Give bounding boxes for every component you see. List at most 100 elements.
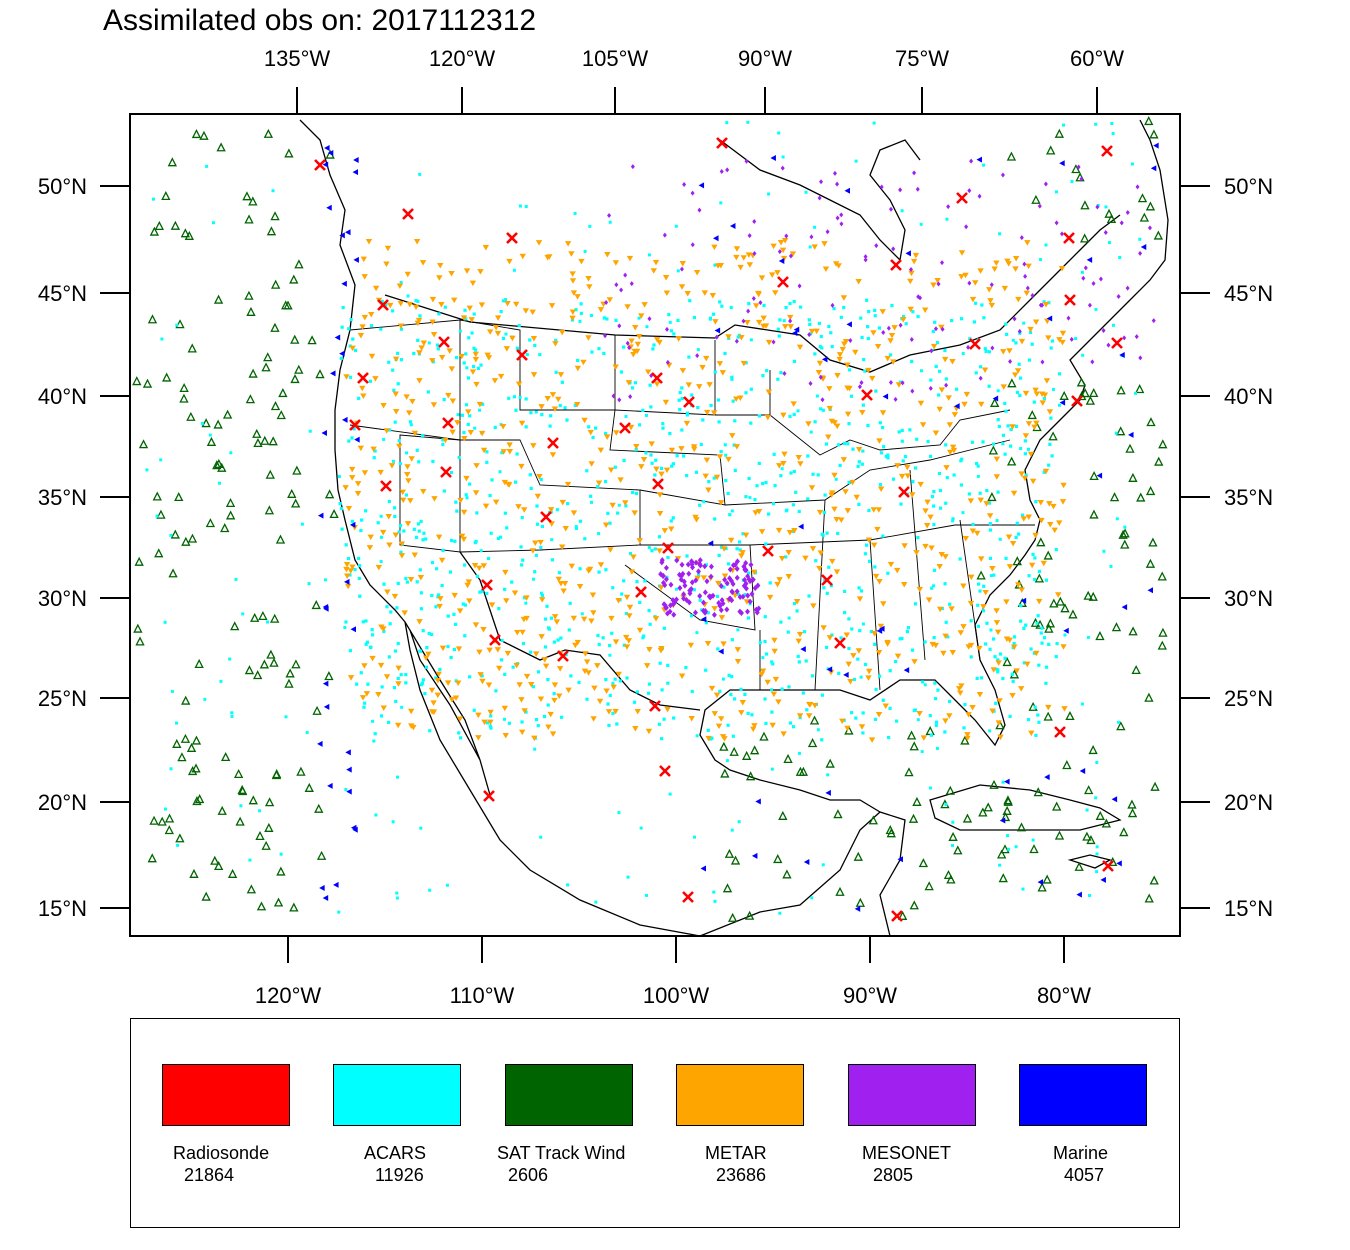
metar-marker	[869, 375, 876, 382]
acars-marker	[370, 633, 375, 637]
metar-marker	[960, 583, 967, 590]
metar-marker	[622, 634, 630, 641]
metar-marker	[538, 404, 545, 410]
mesonet-marker	[725, 167, 730, 173]
metar-marker	[923, 522, 931, 529]
sat-track-wind-marker	[201, 418, 211, 428]
mesonet-marker	[630, 164, 635, 170]
acars-marker	[169, 533, 173, 537]
acars-marker	[987, 350, 991, 354]
metar-marker	[946, 713, 953, 719]
acars-marker	[1028, 330, 1033, 335]
acars-marker	[951, 517, 955, 521]
acars-marker	[441, 548, 445, 553]
acars-marker	[425, 646, 429, 650]
acars-marker	[988, 556, 993, 561]
acars-marker	[503, 587, 507, 591]
sat-track-wind-marker	[833, 809, 843, 819]
acars-marker	[405, 580, 409, 584]
metar-marker	[967, 498, 975, 504]
metar-marker	[454, 420, 461, 426]
metar-marker	[480, 563, 488, 569]
metar-marker	[765, 389, 773, 395]
acars-marker	[473, 426, 477, 430]
metar-marker	[752, 510, 759, 516]
mesonet-marker	[671, 599, 677, 606]
acars-marker	[357, 564, 362, 568]
sat-track-wind-marker	[978, 807, 988, 817]
acars-marker	[730, 509, 734, 513]
sat-track-wind-marker	[1158, 627, 1168, 637]
sat-track-wind-marker	[206, 436, 217, 446]
sat-track-wind-marker	[186, 411, 196, 421]
acars-marker	[1003, 656, 1007, 660]
metar-marker	[497, 373, 505, 380]
acars-marker	[464, 317, 468, 321]
acars-marker	[784, 555, 788, 559]
acars-marker	[878, 421, 882, 425]
acars-marker	[1014, 341, 1018, 345]
acars-marker	[622, 345, 626, 349]
sat-track-wind-marker	[1086, 835, 1096, 845]
acars-marker	[719, 201, 723, 205]
metar-marker	[405, 478, 412, 484]
metar-marker	[871, 542, 878, 549]
mesonet-marker	[859, 380, 864, 386]
metar-marker	[606, 297, 613, 303]
mesonet-marker	[685, 561, 691, 568]
acars-marker	[674, 224, 678, 228]
metar-marker	[430, 402, 438, 408]
acars-marker	[786, 630, 790, 634]
acars-marker	[446, 644, 450, 649]
acars-marker	[709, 403, 713, 408]
acars-marker	[796, 654, 800, 658]
acars-marker	[915, 437, 919, 441]
metar-marker	[1028, 730, 1035, 737]
acars-marker	[647, 253, 651, 257]
metar-marker	[475, 735, 482, 741]
acars-marker	[1029, 647, 1033, 651]
acars-marker	[989, 628, 993, 632]
metar-marker	[542, 663, 550, 670]
radiosonde-marker	[683, 396, 695, 408]
acars-marker	[873, 642, 877, 646]
metar-marker	[1003, 599, 1010, 605]
metar-marker	[877, 486, 885, 492]
acars-marker	[674, 587, 678, 591]
acars-marker	[743, 692, 747, 696]
metar-marker	[630, 554, 637, 560]
right-axis-label: 30°N	[1224, 586, 1273, 611]
acars-marker	[695, 631, 699, 635]
acars-marker	[155, 514, 159, 518]
acars-marker	[613, 677, 617, 681]
acars-marker	[857, 502, 861, 506]
metar-marker	[586, 566, 594, 573]
acars-marker	[1054, 190, 1058, 194]
radiosonde-marker	[438, 336, 450, 348]
acars-marker	[308, 429, 312, 433]
acars-marker	[1032, 400, 1036, 404]
acars-marker	[880, 425, 885, 430]
sat-track-wind-marker	[1055, 596, 1066, 606]
sat-track-wind-marker	[759, 731, 769, 741]
metar-marker	[957, 630, 964, 636]
mesonet-marker	[1054, 220, 1059, 226]
metar-marker	[380, 626, 387, 632]
acars-marker	[854, 159, 858, 163]
metar-marker	[895, 382, 903, 388]
acars-marker	[605, 317, 609, 321]
acars-marker	[1012, 635, 1017, 639]
sat-track-wind-marker	[138, 439, 149, 449]
metar-marker	[583, 659, 591, 665]
acars-marker	[1047, 301, 1051, 305]
sat-track-wind-marker	[1036, 537, 1046, 547]
metar-marker	[562, 525, 569, 532]
acars-marker	[736, 628, 740, 632]
sat-track-wind-marker	[294, 364, 304, 374]
mesonet-marker	[886, 325, 891, 331]
sat-track-wind-marker	[246, 306, 256, 316]
acars-marker	[611, 711, 615, 715]
acars-marker	[445, 883, 449, 887]
acars-marker	[996, 658, 1000, 662]
metar-marker	[816, 509, 824, 516]
